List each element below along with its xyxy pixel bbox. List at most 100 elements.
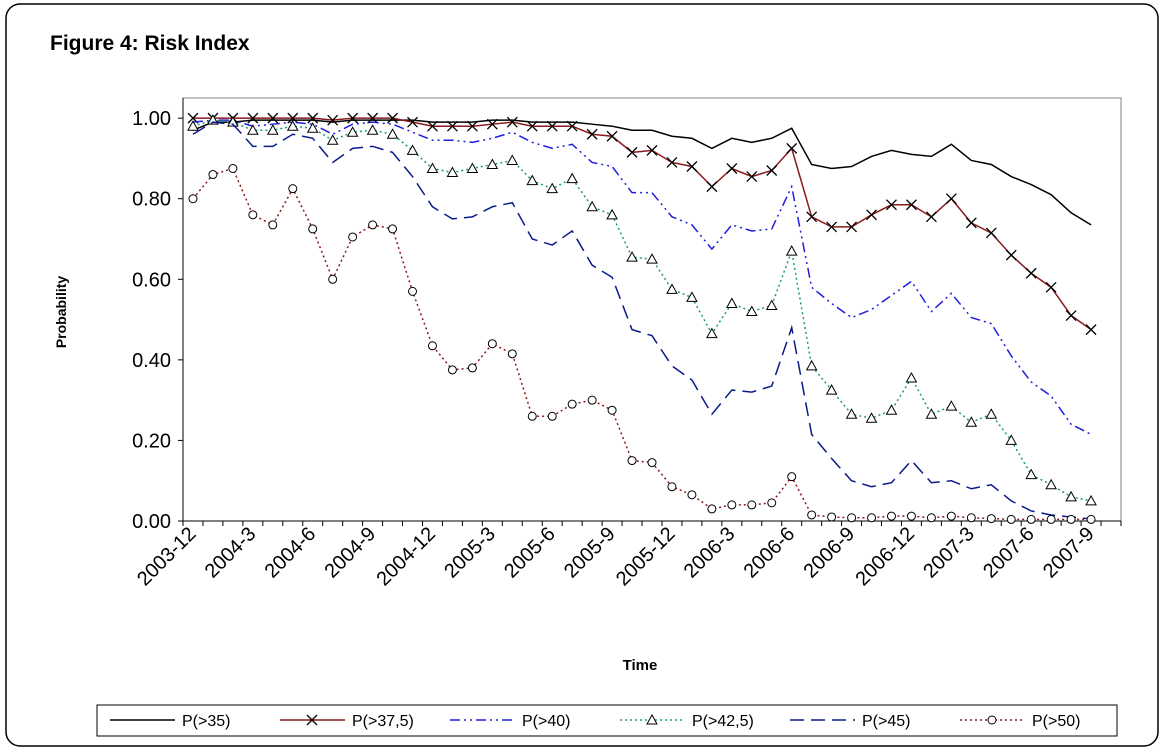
data-point	[326, 134, 339, 145]
data-point	[946, 511, 956, 521]
data-point	[567, 399, 577, 409]
data-point	[906, 511, 916, 521]
data-point	[1086, 514, 1096, 524]
y-tick-label: 0.20	[132, 430, 171, 452]
data-point	[388, 224, 398, 234]
data-point	[247, 112, 259, 124]
data-point	[805, 359, 818, 371]
data-point	[546, 120, 558, 132]
data-point	[787, 472, 797, 482]
data-point	[845, 408, 858, 419]
data-point	[527, 411, 537, 421]
data-point	[885, 404, 898, 415]
legend	[96, 704, 1118, 737]
data-point	[507, 349, 517, 359]
legend-label: P(>50)	[1032, 713, 1080, 730]
data-point	[1006, 514, 1016, 524]
data-point	[1026, 514, 1036, 524]
data-point	[227, 116, 239, 127]
data-point	[647, 458, 657, 468]
data-point	[566, 120, 578, 132]
data-point	[886, 511, 896, 521]
data-point	[1005, 249, 1017, 261]
data-point	[825, 384, 838, 395]
chart-frame	[5, 3, 1159, 747]
data-point	[646, 144, 658, 156]
data-point	[905, 371, 918, 383]
data-point	[646, 253, 658, 264]
data-point	[547, 411, 557, 421]
y-tick-label: 0.80	[132, 189, 171, 211]
data-point	[248, 210, 258, 220]
data-point	[666, 283, 678, 294]
data-point	[686, 291, 698, 302]
data-point	[267, 112, 279, 124]
data-point	[367, 112, 379, 124]
data-point	[486, 118, 498, 130]
data-point	[386, 128, 399, 139]
data-point	[366, 124, 379, 135]
data-point	[247, 124, 259, 135]
legend-label: P(>35)	[182, 713, 230, 730]
data-point	[1005, 434, 1018, 445]
data-point	[746, 171, 758, 183]
data-point	[586, 200, 598, 212]
data-point	[965, 217, 977, 229]
data-point	[827, 512, 837, 522]
data-point	[786, 142, 798, 154]
data-point	[208, 170, 218, 180]
data-point	[727, 500, 737, 510]
series-line	[192, 121, 1092, 520]
data-point	[886, 199, 897, 211]
data-point	[286, 120, 299, 131]
data-point	[466, 162, 479, 173]
data-point	[1066, 514, 1076, 524]
series-line	[192, 119, 1092, 226]
series-line	[192, 119, 1092, 502]
data-point	[466, 120, 478, 132]
data-point	[287, 112, 299, 124]
data-point	[806, 211, 818, 223]
data-point	[785, 245, 798, 256]
data-point	[446, 120, 458, 132]
legend-label: P(>42,5)	[692, 713, 754, 730]
data-point	[626, 146, 638, 158]
data-point	[985, 227, 997, 239]
data-point	[966, 513, 976, 523]
data-point	[807, 510, 817, 520]
y-tick-label: 1.00	[132, 108, 171, 130]
data-point	[347, 112, 359, 124]
data-point	[188, 194, 198, 204]
data-point	[646, 713, 658, 725]
data-point	[526, 120, 538, 132]
series-line	[192, 119, 1092, 436]
data-point	[985, 408, 998, 419]
data-point	[627, 456, 637, 466]
data-point	[626, 251, 638, 262]
data-point	[925, 408, 938, 419]
data-point	[587, 395, 597, 405]
data-point	[867, 513, 877, 523]
data-point	[747, 500, 757, 510]
chart-title: Figure 4: Risk Index	[50, 32, 250, 55]
legend-label: P(>45)	[862, 713, 910, 730]
data-point	[725, 297, 738, 308]
data-point	[408, 286, 418, 296]
data-point	[486, 158, 499, 169]
data-point	[426, 162, 439, 173]
data-point	[566, 172, 579, 184]
data-point	[745, 305, 758, 317]
data-point	[368, 220, 378, 230]
data-point	[1045, 281, 1057, 293]
data-point	[487, 339, 497, 349]
data-point	[446, 166, 459, 178]
data-point	[346, 126, 359, 137]
data-point	[945, 193, 957, 205]
y-tick-label: 0.00	[132, 511, 171, 533]
data-point	[1065, 490, 1077, 502]
data-point	[526, 174, 539, 186]
data-point	[706, 181, 718, 193]
data-point	[306, 122, 319, 133]
data-point	[427, 341, 437, 351]
data-point	[306, 714, 318, 726]
